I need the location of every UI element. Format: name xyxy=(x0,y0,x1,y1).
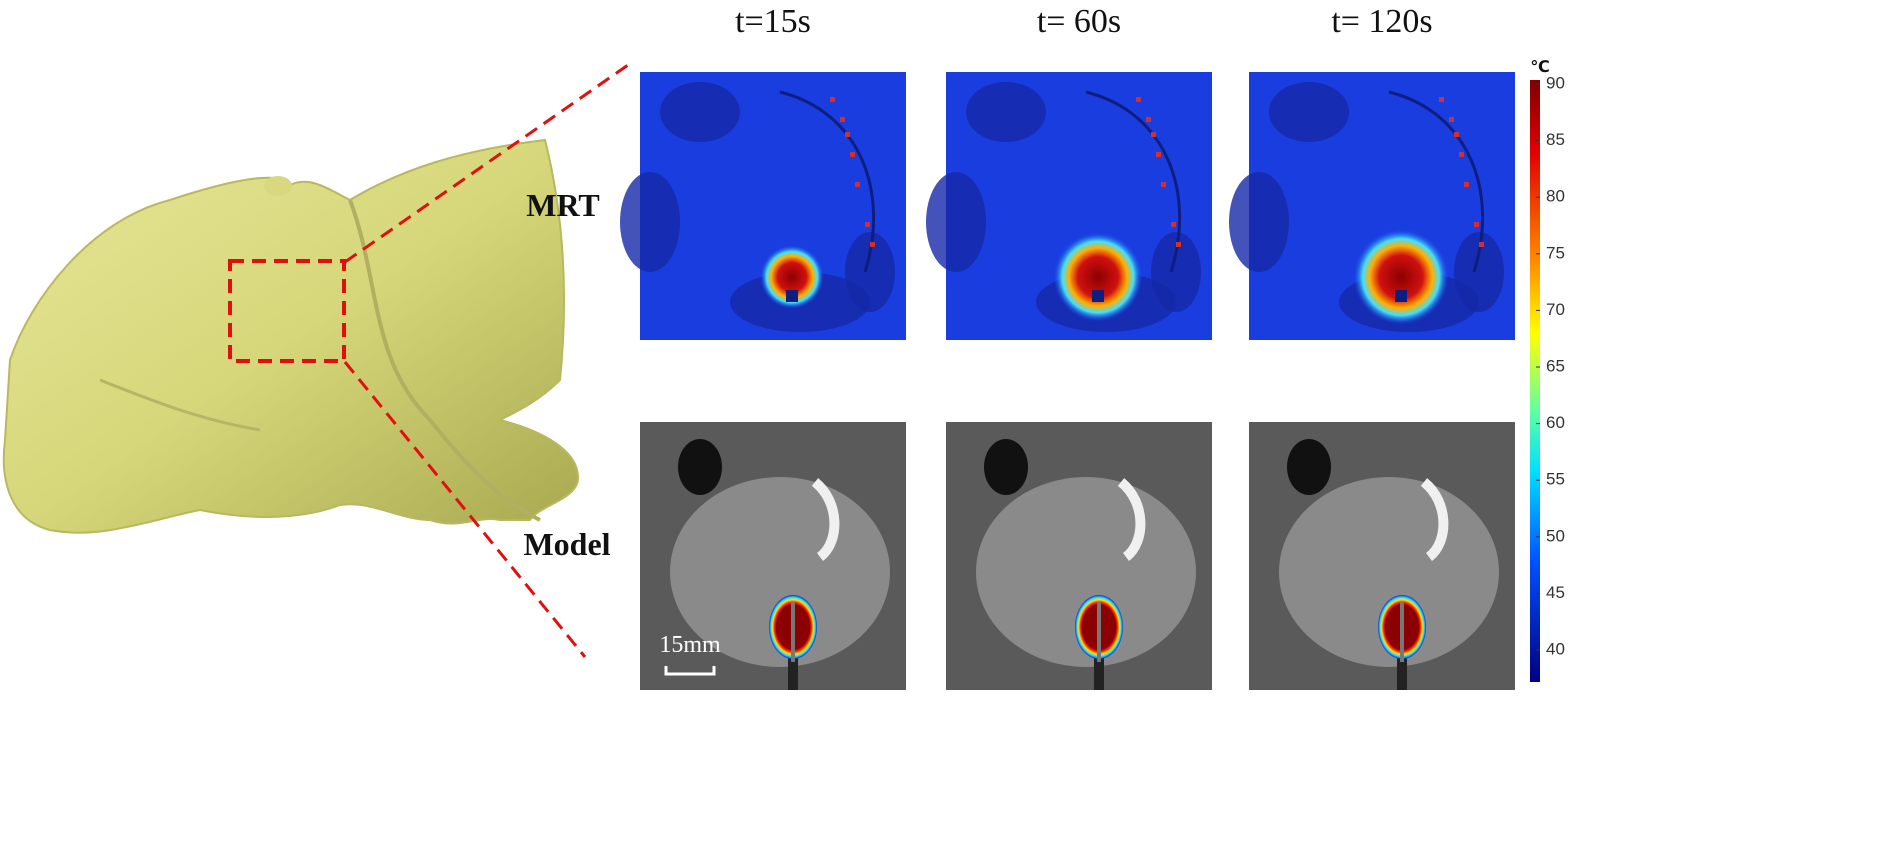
hot-pixel xyxy=(865,222,870,227)
probe xyxy=(1092,290,1104,302)
zoom-line xyxy=(343,361,587,658)
dark-region xyxy=(620,172,680,272)
scale-bar-label: 15mm xyxy=(659,632,721,658)
hot-pixel xyxy=(1151,132,1156,137)
heated-zone xyxy=(1053,232,1143,322)
temperature-map xyxy=(620,72,906,340)
colorbar-tick-label: 70 xyxy=(1546,300,1565,319)
hot-pixel xyxy=(1449,117,1454,122)
column-title: t=15s xyxy=(735,3,811,40)
hot-pixel xyxy=(1459,152,1464,157)
ventricle xyxy=(1420,478,1449,561)
hot-pixel xyxy=(830,97,835,102)
model-image xyxy=(946,422,1212,690)
hot-pixel xyxy=(1171,222,1176,227)
ventricle xyxy=(984,439,1028,495)
probe xyxy=(786,290,798,302)
hot-pixel xyxy=(1439,97,1444,102)
dark-region xyxy=(1269,82,1349,142)
column-title: t= 60s xyxy=(1037,3,1121,40)
hot-pixel xyxy=(1464,182,1469,187)
heated-zone xyxy=(760,245,824,309)
hot-pixel xyxy=(1474,222,1479,227)
model-image xyxy=(1249,422,1515,690)
probe xyxy=(1094,657,1104,690)
hot-pixel xyxy=(840,117,845,122)
row-label: Model xyxy=(523,526,610,562)
dark-region xyxy=(660,82,740,142)
dark-region xyxy=(966,82,1046,142)
colorbar-unit: ℃ xyxy=(1530,57,1549,76)
hot-pixel xyxy=(1454,132,1459,137)
probe xyxy=(788,657,798,690)
colorbar-tick-label: 60 xyxy=(1546,413,1565,432)
hot-pixel xyxy=(1479,242,1484,247)
hot-pixel xyxy=(1136,97,1141,102)
roi-box xyxy=(228,259,346,363)
ventricle xyxy=(1287,439,1331,495)
dark-region xyxy=(926,172,986,272)
model-image xyxy=(640,422,906,690)
ventricle xyxy=(811,478,840,561)
colorbar-tick-label: 45 xyxy=(1546,583,1565,602)
temperature-map xyxy=(1229,72,1515,340)
probe xyxy=(1395,290,1407,302)
dark-region xyxy=(845,232,895,312)
zoom-line xyxy=(344,63,629,264)
hot-pixel xyxy=(845,132,850,137)
hot-pixel xyxy=(870,242,875,247)
brain-surface xyxy=(2,138,580,534)
hot-pixel xyxy=(1176,242,1181,247)
dark-region xyxy=(1454,232,1504,312)
colorbar xyxy=(1530,80,1540,682)
hot-pixel xyxy=(1146,117,1151,122)
colorbar-tick-label: 75 xyxy=(1546,243,1565,262)
colorbar-tick-label: 50 xyxy=(1546,526,1565,545)
hot-pixel xyxy=(1161,182,1166,187)
probe xyxy=(1397,657,1407,690)
row-label: MRT xyxy=(526,187,600,223)
temperature-map xyxy=(926,72,1212,340)
colorbar-tick-label: 90 xyxy=(1546,73,1565,92)
colorbar-tick-label: 40 xyxy=(1546,639,1565,658)
heated-zone xyxy=(1353,229,1449,325)
dark-region xyxy=(1151,232,1201,312)
brain-fold xyxy=(99,378,261,432)
dark-region xyxy=(1229,172,1289,272)
colorbar-tick-label: 65 xyxy=(1546,356,1565,375)
ventricle xyxy=(678,439,722,495)
scale-bar xyxy=(664,666,716,676)
ventricle xyxy=(1117,478,1146,561)
column-title: t= 120s xyxy=(1331,3,1432,40)
colorbar-tick-label: 55 xyxy=(1546,470,1565,489)
colorbar-tick-label: 80 xyxy=(1546,187,1565,206)
brain-bump xyxy=(264,176,292,196)
colorbar-tick-label: 85 xyxy=(1546,130,1565,149)
hot-pixel xyxy=(855,182,860,187)
hot-pixel xyxy=(1156,152,1161,157)
hot-pixel xyxy=(850,152,855,157)
brain-fold xyxy=(348,199,541,522)
brain-model xyxy=(2,138,580,534)
